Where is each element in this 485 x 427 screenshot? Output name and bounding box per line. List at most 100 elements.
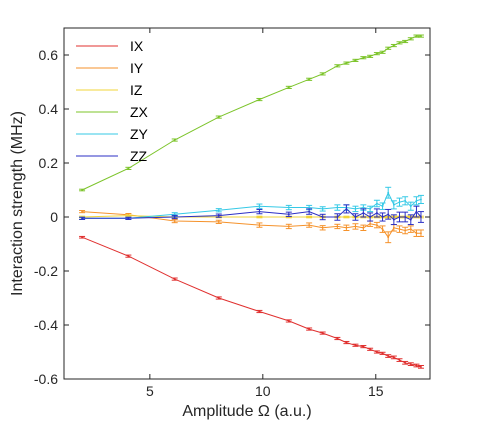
error-bar-iy [343, 224, 350, 231]
error-bar-iy [402, 226, 409, 235]
error-bar-zz [334, 213, 341, 221]
error-bar-zz [352, 213, 359, 221]
data-point [258, 224, 261, 227]
error-bar-ix [390, 355, 397, 360]
error-bar-zz [413, 205, 420, 218]
error-bar-zx [79, 188, 86, 192]
data-point [420, 232, 422, 235]
error-bar-zz [215, 213, 222, 218]
data-point [258, 216, 261, 218]
data-point [173, 139, 176, 141]
data-point [362, 345, 365, 348]
data-point [376, 351, 378, 353]
y-tick-label: 0 [50, 209, 58, 225]
data-point [381, 205, 384, 208]
y-axis-label: Interaction strength (MHz) [9, 111, 26, 296]
legend-item-zz: ZZ [76, 148, 148, 164]
data-point [398, 216, 401, 218]
error-bar-zx [352, 58, 359, 62]
data-point [409, 363, 412, 366]
data-point [287, 206, 290, 209]
data-point [345, 216, 348, 218]
data-point [392, 44, 395, 47]
error-bar-zy [367, 205, 374, 213]
data-point [173, 216, 176, 218]
data-point [376, 52, 378, 55]
data-point [308, 210, 311, 213]
error-bar-zy [396, 197, 403, 207]
error-bar-zx [343, 61, 350, 65]
data-point [369, 55, 372, 58]
error-bar-zz [319, 213, 326, 221]
data-point [387, 47, 390, 50]
x-tick-label: 15 [368, 383, 384, 399]
error-bar-ix [379, 351, 386, 355]
data-point [420, 365, 422, 368]
data-point [258, 210, 261, 213]
data-point [381, 228, 384, 231]
data-point [258, 205, 261, 208]
series-iy [79, 210, 424, 244]
data-point [345, 62, 348, 64]
error-bar-ix [334, 336, 341, 341]
data-point [354, 344, 357, 347]
error-bar-iz [343, 215, 350, 219]
data-point [415, 210, 418, 213]
error-bar-zx [306, 77, 313, 81]
data-point [387, 236, 390, 239]
error-bar-zx [373, 52, 380, 56]
error-bar-zz [285, 211, 292, 217]
legend-label: IZ [130, 82, 143, 98]
error-bar-zy [379, 202, 386, 210]
data-point [127, 214, 130, 217]
ticks-layer: 5 10 15 -0.6 -0.4 -0.2 0 0.2 0.4 0.6 [34, 28, 430, 399]
error-bar-ix [402, 360, 409, 365]
error-bar-zx [396, 41, 403, 45]
data-point [369, 348, 372, 351]
data-point [336, 206, 339, 209]
y-tick-label: 0.2 [39, 155, 59, 171]
data-point [369, 222, 372, 225]
data-point [345, 341, 348, 344]
legend-label: IY [130, 60, 144, 76]
error-bar-iy [306, 222, 313, 228]
error-bar-zz [171, 214, 178, 220]
legend-label: IX [130, 38, 144, 54]
x-tick-label: 10 [255, 383, 271, 399]
error-bar-zz [360, 208, 367, 218]
error-bar-zy [402, 196, 409, 206]
data-point [369, 208, 372, 210]
data-point [287, 320, 290, 322]
error-bar-zx [256, 97, 263, 102]
data-point [354, 208, 357, 210]
error-bar-zy [256, 203, 263, 209]
data-point [398, 359, 401, 361]
data-point [376, 202, 378, 205]
data-point [354, 216, 357, 218]
data-point [420, 35, 422, 37]
error-bar-ix [396, 358, 403, 362]
error-bar-zx [385, 46, 392, 50]
data-point [345, 226, 348, 229]
error-bar-ix [367, 347, 374, 351]
error-bar-ix [171, 277, 178, 281]
y-tick-label: -0.4 [34, 317, 58, 333]
legend-label: ZX [130, 104, 149, 120]
data-point [392, 356, 395, 359]
y-tick-label: 0.4 [39, 101, 59, 117]
data-point [381, 51, 384, 54]
error-bar-zz [407, 214, 414, 226]
data-point [81, 236, 83, 239]
data-point [369, 216, 372, 218]
x-tick-label: 5 [146, 383, 154, 399]
error-bar-iy [379, 225, 386, 233]
error-bar-zz [125, 216, 132, 220]
series-line-zz [82, 208, 422, 221]
error-bar-zx [417, 34, 424, 38]
data-point [381, 216, 384, 218]
y-tick-label: -0.6 [34, 371, 58, 387]
data-point [404, 229, 407, 232]
data-point [127, 167, 130, 170]
error-bar-zy [352, 205, 359, 213]
